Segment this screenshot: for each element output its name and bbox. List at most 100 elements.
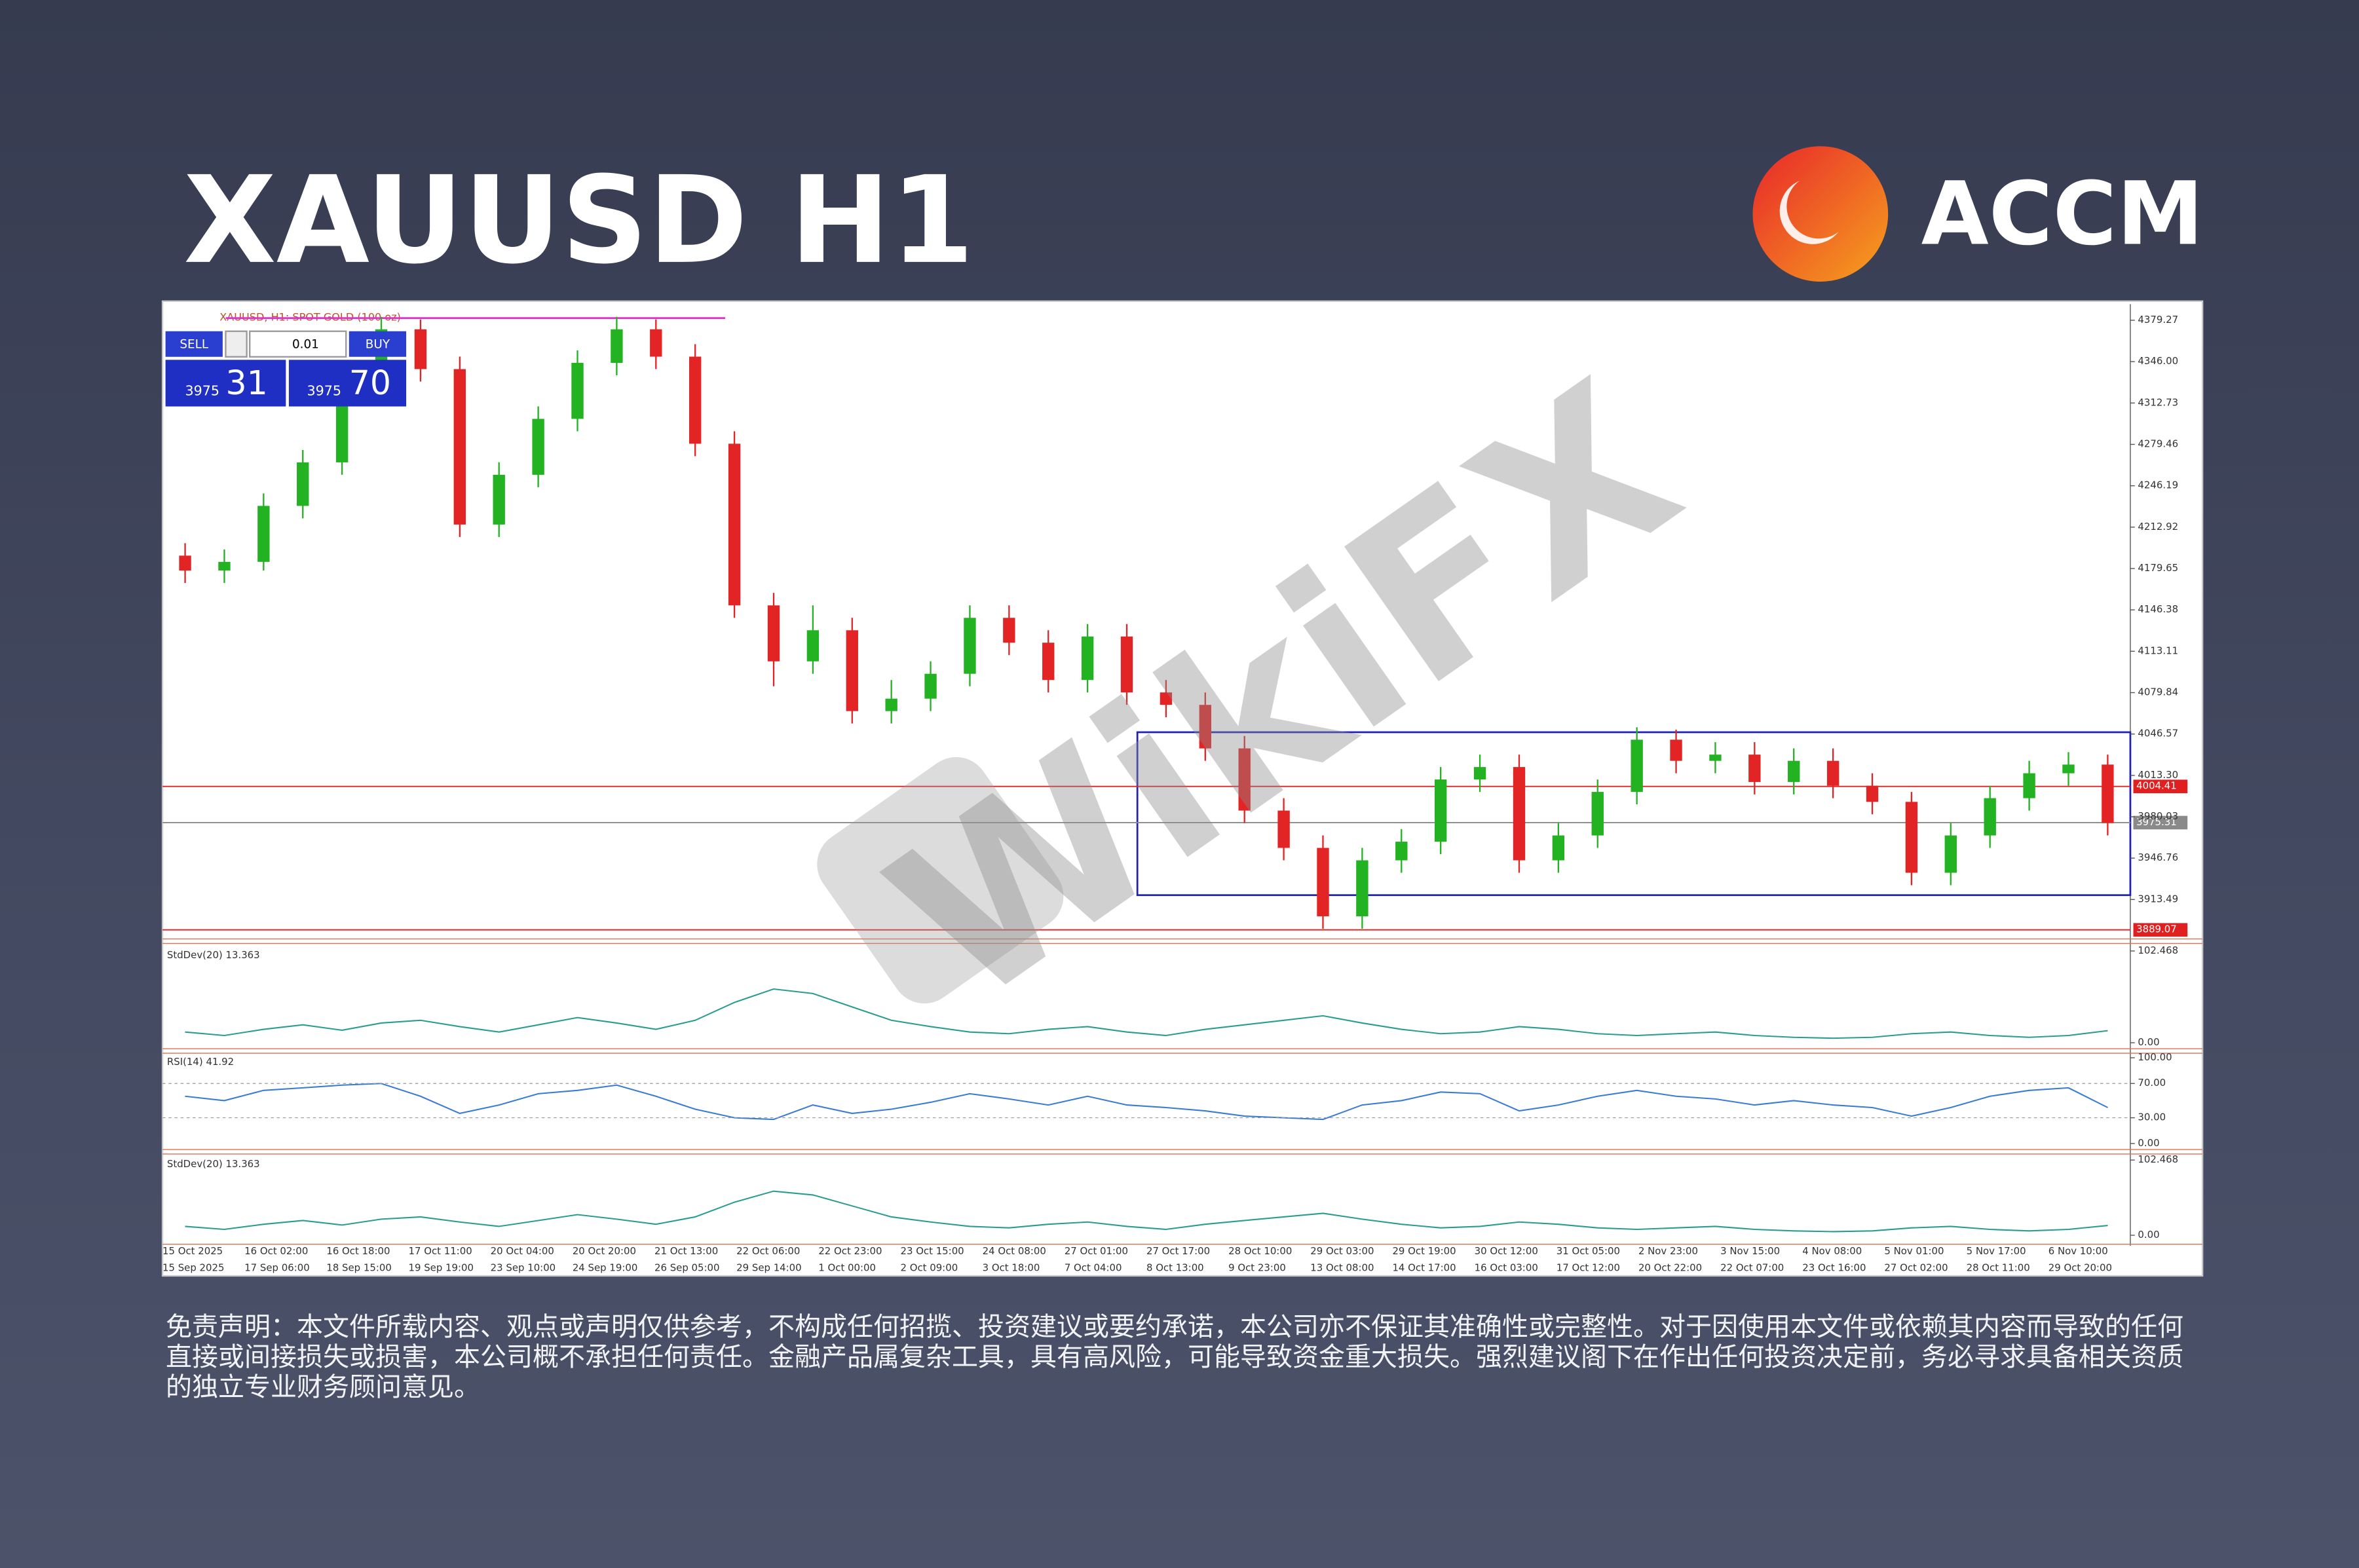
candle-body bbox=[571, 363, 584, 419]
page-title: XAUUSD H1 bbox=[183, 151, 974, 291]
candle-body bbox=[1788, 760, 1800, 782]
candle-body bbox=[689, 356, 702, 444]
ask-main: 3975 bbox=[307, 383, 341, 399]
candle-body bbox=[964, 618, 976, 674]
x-tick-label: 3 Nov 15:00 bbox=[1720, 1245, 1780, 1257]
chart-panel bbox=[161, 300, 2204, 1277]
x-tick-label: 23 Oct 16:00 bbox=[1802, 1261, 1866, 1273]
y-tick-label: 102.468 bbox=[2138, 944, 2178, 956]
candle-body bbox=[806, 630, 820, 662]
y-tick-label: 4079.84 bbox=[2138, 686, 2178, 698]
candle-body bbox=[2062, 764, 2075, 774]
y-tick-label: 3946.76 bbox=[2138, 851, 2178, 863]
x-tick-label: 13 Oct 08:00 bbox=[1310, 1261, 1374, 1273]
x-tick-label: 17 Oct 11:00 bbox=[409, 1245, 472, 1257]
indicator-line bbox=[185, 988, 2108, 1039]
y-tick-label: 4346.00 bbox=[2138, 355, 2178, 367]
price-label-bg bbox=[2133, 815, 2188, 830]
x-tick-label: 7 Oct 04:00 bbox=[1065, 1261, 1122, 1273]
candle-body bbox=[728, 443, 741, 606]
candle-body bbox=[1473, 767, 1486, 780]
buy-button[interactable] bbox=[349, 331, 407, 357]
y-tick-label: 3980.03 bbox=[2138, 810, 2178, 822]
price-label: 3889.07 bbox=[2136, 924, 2177, 935]
x-tick-label: 22 Oct 07:00 bbox=[1720, 1261, 1784, 1273]
x-tick-label: 14 Oct 17:00 bbox=[1392, 1261, 1456, 1273]
candle-body bbox=[453, 369, 466, 525]
y-tick-label: 100.00 bbox=[2138, 1051, 2172, 1063]
candle-body bbox=[1591, 792, 1604, 836]
buy-label[interactable]: BUY bbox=[366, 337, 390, 351]
y-tick-label: 4312.73 bbox=[2138, 396, 2178, 408]
candle-body bbox=[1238, 748, 1251, 811]
panel-title: StdDev(20) 13.363 bbox=[167, 949, 260, 961]
x-tick-label: 22 Oct 06:00 bbox=[736, 1245, 800, 1257]
candle-body bbox=[1042, 643, 1055, 681]
candle-body bbox=[846, 630, 858, 711]
x-tick-label: 21 Oct 13:00 bbox=[654, 1245, 718, 1257]
logo-mark bbox=[1752, 146, 1889, 282]
candle-body bbox=[1631, 739, 1643, 793]
candle-body bbox=[1944, 835, 1957, 873]
x-tick-label: 20 Oct 20:00 bbox=[573, 1245, 636, 1257]
y-tick-label: 4179.65 bbox=[2138, 562, 2178, 574]
x-tick-label: 15 Oct 2025 bbox=[162, 1245, 223, 1257]
sell-button[interactable] bbox=[165, 331, 223, 357]
x-tick-label: 2 Oct 09:00 bbox=[900, 1261, 958, 1273]
candle-body bbox=[218, 561, 231, 571]
x-tick-label: 20 Oct 22:00 bbox=[1638, 1261, 1702, 1273]
x-tick-label: 24 Oct 08:00 bbox=[983, 1245, 1046, 1257]
x-tick-label: 27 Oct 02:00 bbox=[1884, 1261, 1948, 1273]
candle-body bbox=[1160, 692, 1173, 705]
x-tick-label: 15 Sep 2025 bbox=[162, 1261, 224, 1273]
lot-down[interactable] bbox=[225, 330, 248, 358]
y-tick-label: 70.00 bbox=[2138, 1077, 2166, 1089]
x-tick-label: 22 Oct 23:00 bbox=[818, 1245, 882, 1257]
candle-body bbox=[1277, 810, 1290, 848]
candle-body bbox=[1317, 848, 1329, 916]
lot-value: 0.01 bbox=[292, 337, 319, 351]
candle-body bbox=[1905, 802, 1918, 873]
candle-body bbox=[1826, 760, 1840, 786]
ask-box[interactable] bbox=[288, 360, 407, 407]
x-tick-label: 5 Nov 17:00 bbox=[1967, 1245, 2026, 1257]
x-tick-label: 28 Oct 11:00 bbox=[1967, 1261, 2030, 1273]
sell-label[interactable]: SELL bbox=[179, 337, 208, 351]
candle-body bbox=[1434, 779, 1447, 842]
logo-swoosh bbox=[1779, 181, 1839, 244]
y-tick-label: 4113.11 bbox=[2138, 644, 2178, 656]
x-tick-label: 30 Oct 12:00 bbox=[1475, 1245, 1538, 1257]
candle-body bbox=[1395, 842, 1408, 861]
trade-panel: SELL 0.01 BUY 3975 31 3975 70 bbox=[165, 330, 407, 407]
x-tick-label: 29 Oct 20:00 bbox=[2048, 1261, 2112, 1273]
x-tick-label: 28 Oct 10:00 bbox=[1228, 1245, 1292, 1257]
candle-body bbox=[179, 555, 191, 571]
candle-body bbox=[1670, 739, 1682, 761]
x-tick-label: 29 Oct 19:00 bbox=[1392, 1245, 1456, 1257]
y-tick-label: 4146.38 bbox=[2138, 603, 2178, 615]
y-tick-label: 4379.27 bbox=[2138, 314, 2178, 326]
x-tick-label: 1 Oct 00:00 bbox=[818, 1261, 876, 1273]
x-tick-label: 19 Sep 19:00 bbox=[409, 1261, 474, 1273]
candle-body bbox=[297, 462, 309, 506]
candle-body bbox=[1709, 755, 1722, 761]
candle-body bbox=[257, 506, 270, 562]
x-tick-label: 16 Oct 02:00 bbox=[244, 1245, 308, 1257]
candle-body bbox=[1356, 860, 1368, 916]
x-tick-label: 16 Oct 03:00 bbox=[1475, 1261, 1538, 1273]
panel-title: RSI(14) 41.92 bbox=[167, 1056, 234, 1068]
candle-body bbox=[532, 419, 544, 475]
lot-field[interactable] bbox=[249, 330, 347, 358]
candle-body bbox=[924, 673, 937, 699]
ask-pips: 70 bbox=[349, 364, 391, 402]
y-tick-label: 0.00 bbox=[2138, 1036, 2159, 1048]
x-tick-label: 20 Oct 04:00 bbox=[491, 1245, 554, 1257]
x-tick-label: 17 Sep 06:00 bbox=[244, 1261, 310, 1273]
x-tick-label: 9 Oct 23:00 bbox=[1228, 1261, 1286, 1273]
panel-title: StdDev(20) 13.363 bbox=[167, 1158, 260, 1170]
candle-body bbox=[335, 394, 349, 462]
candle-body bbox=[767, 605, 780, 662]
bid-box[interactable] bbox=[165, 360, 286, 407]
x-tick-label: 27 Oct 17:00 bbox=[1146, 1245, 1210, 1257]
